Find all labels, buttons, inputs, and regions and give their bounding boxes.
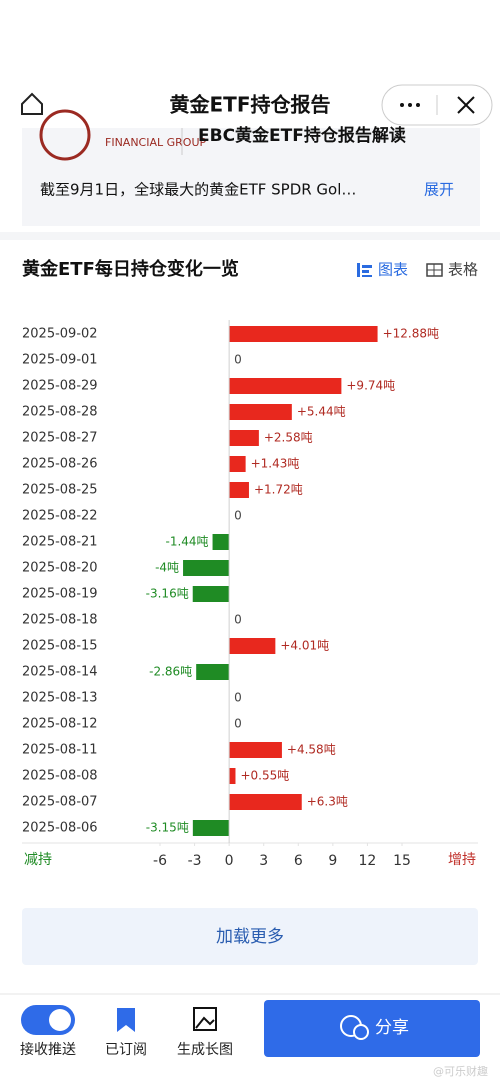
bar: [196, 664, 230, 680]
image-icon[interactable]: [193, 1007, 217, 1031]
y-tick-label: 2025-08-22: [22, 509, 98, 524]
bar: [229, 742, 282, 758]
x-tick-label: -6: [153, 853, 167, 869]
load-more-text: 加载更多: [216, 927, 284, 947]
y-tick-label: 2025-09-01: [22, 353, 98, 368]
table-tab[interactable]: 表格: [448, 261, 478, 279]
share-label: 分享: [375, 1018, 409, 1038]
push-label: 接收推送: [20, 1041, 76, 1058]
chart-tab-icon: [357, 263, 372, 277]
value-label: -3.16吨: [146, 587, 189, 601]
value-label: +4.58吨: [287, 743, 336, 757]
more-button[interactable]: [400, 103, 420, 107]
value-label: +1.43吨: [251, 457, 300, 471]
y-tick-label: 2025-08-29: [22, 379, 98, 394]
x-tick-label: 3: [259, 853, 268, 869]
subscribed-label: 已订阅: [105, 1042, 147, 1058]
bar: [229, 326, 378, 342]
long-image-label: 生成长图: [177, 1042, 233, 1058]
value-label: 0: [234, 509, 242, 523]
value-label: +4.01吨: [280, 639, 329, 653]
home-icon[interactable]: [21, 92, 43, 115]
load-more-button[interactable]: [22, 908, 478, 965]
bar: [229, 378, 342, 394]
x-label-right: 增持: [448, 852, 476, 868]
y-tick-label: 2025-09-02: [22, 327, 98, 342]
x-tick-label: -3: [188, 853, 202, 869]
y-tick-label: 2025-08-26: [22, 457, 98, 472]
share-icon: [340, 1015, 369, 1040]
bar: [229, 638, 276, 654]
bar: [212, 534, 230, 550]
x-tick-label: 6: [294, 853, 303, 869]
value-label: 0: [234, 717, 242, 731]
value-label: 0: [234, 691, 242, 705]
y-tick-label: 2025-08-11: [22, 743, 98, 758]
value-label: +12.88吨: [383, 327, 439, 341]
chart-tab[interactable]: 图表: [378, 261, 408, 279]
y-tick-label: 2025-08-08: [22, 769, 98, 784]
bar: [229, 430, 259, 446]
y-tick-label: 2025-08-12: [22, 717, 98, 732]
value-label: -4吨: [155, 561, 179, 575]
expand-link[interactable]: 展开: [424, 181, 454, 199]
bar: [229, 482, 249, 498]
bookmark-icon[interactable]: [117, 1008, 135, 1032]
bar: [229, 768, 236, 784]
logo-text: FINANCIAL GROUP: [105, 136, 207, 149]
y-tick-label: 2025-08-07: [22, 795, 98, 810]
toggle-knob: [49, 1009, 71, 1031]
value-label: +6.3吨: [307, 795, 348, 809]
bar: [229, 456, 246, 472]
bar: [229, 404, 292, 420]
article-title: EBC黄金ETF持仓报告解读: [198, 125, 406, 146]
y-tick-label: 2025-08-18: [22, 613, 98, 628]
y-tick-label: 2025-08-06: [22, 821, 98, 836]
y-tick-label: 2025-08-20: [22, 561, 98, 576]
value-label: +2.58吨: [264, 431, 313, 445]
value-label: +5.44吨: [297, 405, 346, 419]
value-label: +0.55吨: [240, 769, 289, 783]
x-label-left: 减持: [24, 852, 52, 868]
article-card[interactable]: [22, 128, 480, 226]
x-tick-label: 15: [393, 853, 411, 869]
section-gap: [0, 232, 500, 240]
value-label: 0: [234, 613, 242, 627]
value-label: -3.15吨: [146, 821, 189, 835]
y-tick-label: 2025-08-13: [22, 691, 98, 706]
y-tick-label: 2025-08-21: [22, 535, 98, 550]
y-tick-label: 2025-08-15: [22, 639, 98, 654]
share-button[interactable]: [264, 1000, 480, 1057]
x-tick-label: 12: [359, 853, 377, 869]
logo: [39, 109, 91, 161]
value-label: 0: [234, 353, 242, 367]
y-tick-label: 2025-08-25: [22, 483, 98, 498]
section-title: 黄金ETF每日持仓变化一览: [22, 258, 239, 280]
y-tick-label: 2025-08-14: [22, 665, 98, 680]
bar: [229, 794, 302, 810]
x-tick-label: 0: [225, 853, 234, 869]
watermark: @可乐财趣: [433, 1064, 488, 1078]
bar-chart: -6 -3 0 3 6 9 12 15 减持 增持 2025-09-02 +12.88吨 2025-09…: [22, 320, 478, 869]
page-title: 黄金ETF持仓报告: [170, 93, 331, 117]
x-tick-label: 9: [328, 853, 337, 869]
table-tab-icon: [426, 263, 443, 277]
y-tick-label: 2025-08-28: [22, 405, 98, 420]
value-label: -1.44吨: [165, 535, 208, 549]
value-label: -2.86吨: [149, 665, 192, 679]
close-button[interactable]: [457, 96, 475, 114]
bar: [192, 820, 230, 836]
bar: [192, 586, 230, 602]
value-label: +9.74吨: [346, 379, 395, 393]
bar: [183, 560, 230, 576]
y-tick-label: 2025-08-27: [22, 431, 98, 446]
article-summary: 截至9月1日，全球最大的黄金ETF SPDR Gol…: [40, 181, 356, 199]
y-tick-label: 2025-08-19: [22, 587, 98, 602]
value-label: +1.72吨: [254, 483, 303, 497]
